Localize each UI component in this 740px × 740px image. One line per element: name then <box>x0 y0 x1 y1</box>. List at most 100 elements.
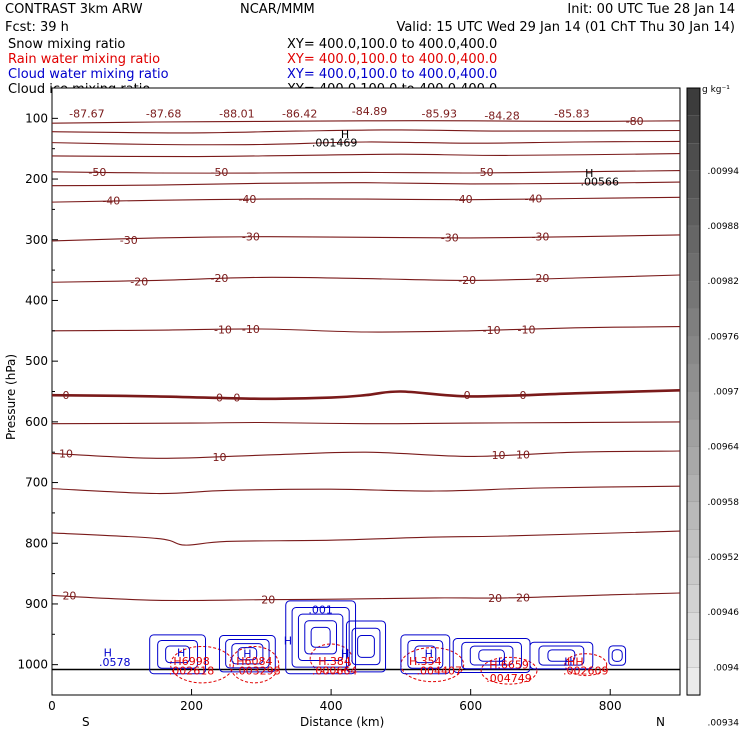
field-mark-10: H <box>498 656 506 669</box>
field-mark-9: H <box>425 648 433 661</box>
field-mark-7: H <box>243 648 251 661</box>
contour-labels: -87.67 -87.68 -88.01 -86.42 -84.89 -85.93 -84.… <box>59 105 644 607</box>
temp-label-3: -86.42 <box>282 107 317 120</box>
temp-contour-9 <box>51 326 681 333</box>
cloud-contour-1-3 <box>237 647 258 661</box>
field-xy-2: XY= 400.0,100.0 to 400.0,400.0 <box>287 67 497 82</box>
temp-label-14: -40 <box>455 193 473 206</box>
colorbar-label-6: .00958 <box>708 498 740 508</box>
x-tick-label-3: 600 <box>459 699 482 713</box>
cloud-contour-0-2 <box>165 645 191 664</box>
y-axis-title: Pressure (hPa) <box>4 354 18 440</box>
field-label-2: Cloud water mixing ratio <box>8 67 169 82</box>
field-mark-18: .002618 <box>169 665 215 678</box>
temp-label-23: -20 <box>531 272 549 285</box>
temp-label-6: -84.28 <box>484 109 519 122</box>
rain-contour-4 <box>480 656 538 685</box>
colorbar-label-5: .00964 <box>708 443 740 453</box>
colorbar-segment-4 <box>686 198 701 227</box>
colorbar-segment-3 <box>686 170 701 200</box>
temp-label-29: 0 <box>216 392 223 405</box>
cloud-contour-1-2 <box>231 643 264 665</box>
field-label-0: Snow mixing ratio <box>8 37 125 52</box>
cloud-contour-2-3 <box>304 620 338 655</box>
temp-contour-0 <box>51 120 681 124</box>
temp-contour-2 <box>51 140 681 146</box>
y-tick-label-6: 700 <box>25 476 48 490</box>
header-center: NCAR/MMM <box>240 2 315 17</box>
header-forecast-hour: Fcst: 39 h <box>5 20 69 35</box>
rain-contour-1 <box>229 645 280 684</box>
field-mark-17: HH <box>567 656 584 669</box>
y-tick-label-3: 400 <box>25 293 48 307</box>
field-mark-0: H <box>341 128 349 141</box>
cloud-contour-5-1 <box>461 641 522 670</box>
temp-label-8: -80 <box>626 115 644 128</box>
cloud-contour-7-1 <box>611 649 623 662</box>
colorbar-segment-2 <box>686 143 701 172</box>
field-mark-3: .00566 <box>581 175 620 188</box>
temp-label-20: -20 <box>130 276 148 289</box>
temp-label-18: -30 <box>441 231 459 244</box>
header-init-time: Init: 00 UTC Tue 28 Jan 14 <box>567 2 735 17</box>
temp-contour-14 <box>51 530 681 546</box>
temp-contour-15 <box>51 592 681 602</box>
temp-contour-3 <box>51 153 681 158</box>
temp-contour-13 <box>51 485 681 495</box>
colorbar-segment-8 <box>686 308 701 337</box>
colorbar-segment-17 <box>686 556 701 586</box>
temp-contour-5 <box>51 181 681 187</box>
cloud-contour-3-0 <box>345 620 387 673</box>
colorbar-segment-6 <box>686 253 701 282</box>
temp-label-36: 10 <box>516 449 530 462</box>
temp-contour-6 <box>51 196 681 203</box>
y-tick-label-2: 300 <box>25 233 48 247</box>
cloud-contour-0-0 <box>149 634 207 675</box>
temp-label-27: -10 <box>518 324 536 337</box>
temp-label-2: -88.01 <box>219 107 254 120</box>
temp-label-12: -40 <box>102 194 120 207</box>
field-mark-13: H6084 <box>236 655 272 668</box>
colorbar-segment-15 <box>686 501 701 531</box>
y-tick-label-0: 100 <box>25 111 48 125</box>
x-tick-label-4: 800 <box>599 699 622 713</box>
colorbar-label-0: .00994 <box>708 167 740 177</box>
temp-label-7: -85.83 <box>554 107 589 120</box>
colorbar-segment-18 <box>686 584 701 613</box>
temp-label-34: 10 <box>212 451 226 464</box>
field-label-1: Rain water mixing ratio <box>8 52 160 67</box>
colorbar: .00994 .00988 .00982 .00976 .0097 .00964 .0095… <box>686 87 740 729</box>
colorbar-frame <box>686 87 701 696</box>
temp-label-17: -30 <box>242 231 260 244</box>
cloud-contour-2-1 <box>291 607 350 668</box>
cloud-water-contours <box>149 600 627 675</box>
cloud-contour-5-3 <box>478 649 505 662</box>
temp-label-9: -50 <box>88 166 106 179</box>
temp-label-22: -20 <box>458 274 476 287</box>
cloud-contour-0-1 <box>157 639 199 669</box>
x-tick-label-1: 200 <box>180 699 203 713</box>
cloud-contour-4-0 <box>400 634 451 675</box>
colorbar-label-8: .00946 <box>708 608 740 618</box>
colorbar-segment-1 <box>686 115 701 144</box>
header-model-title: CONTRAST 3km ARW <box>5 2 143 17</box>
temp-label-26: -10 <box>483 324 501 337</box>
field-mark-14: H.384 <box>318 655 351 668</box>
temp-label-13: -40 <box>238 193 256 206</box>
cloud-contour-2-2 <box>297 613 344 662</box>
field-mark-21: .004407 <box>417 665 463 678</box>
colorbar-segment-9 <box>686 336 701 365</box>
axes: 0 200 400 600 800100200300400500600700800900… <box>17 111 621 713</box>
colorbar-segment-21 <box>686 667 701 696</box>
rain-contour-0 <box>170 645 234 684</box>
colorbar-segment-12 <box>686 418 701 448</box>
temp-contour-8 <box>51 274 681 283</box>
field-mark-4: H <box>104 647 112 660</box>
cloud-contour-2-4 <box>310 626 331 648</box>
colorbar-segment-20 <box>686 639 701 669</box>
colorbar-segment-14 <box>686 474 701 503</box>
field-mark-8: H <box>341 648 349 661</box>
cloud-contour-6-1 <box>538 645 585 666</box>
temp-contour-12 <box>51 450 681 459</box>
